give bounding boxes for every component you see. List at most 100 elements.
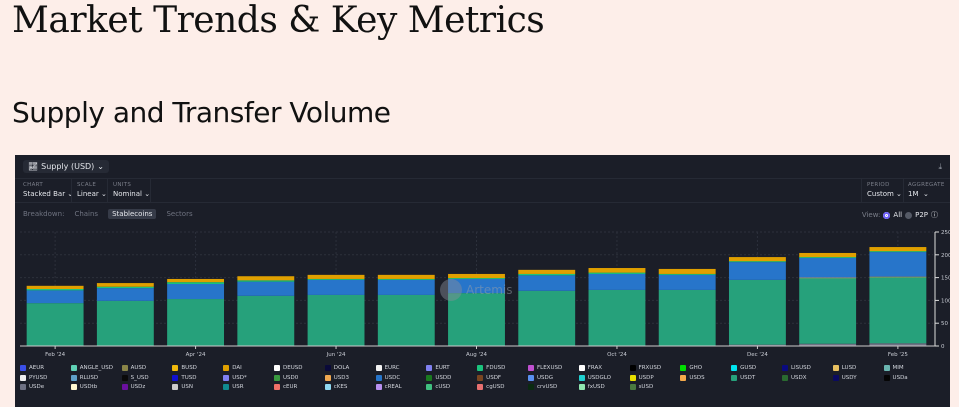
legend-swatch bbox=[477, 365, 484, 371]
legend-item[interactable]: BUSD bbox=[172, 364, 223, 372]
legend-label: USDF bbox=[486, 374, 502, 381]
radio-p2p[interactable] bbox=[905, 211, 913, 219]
legend-swatch bbox=[832, 374, 839, 381]
aggregate-select[interactable]: AGGREGATE 1M ⌄ bbox=[908, 182, 945, 198]
y-tick-label: 200 bbox=[941, 253, 950, 259]
bar-segment-fdusd bbox=[448, 278, 505, 279]
legend-item[interactable]: FRXUSD bbox=[629, 364, 681, 372]
legend-item[interactable]: PYUSD bbox=[20, 374, 71, 382]
legend-item[interactable]: USDC bbox=[375, 374, 427, 382]
legend-item[interactable]: DEUSD bbox=[273, 364, 325, 372]
legend-item[interactable]: USDz bbox=[121, 383, 173, 391]
legend-swatch bbox=[223, 365, 230, 371]
legend-label: USR bbox=[232, 384, 244, 390]
legend-item[interactable]: USDD bbox=[426, 374, 477, 382]
units-select[interactable]: UNITS Nominal ⌄ bbox=[113, 182, 151, 198]
legend-item[interactable]: USDG bbox=[527, 374, 579, 382]
legend-item[interactable]: cREAL bbox=[375, 383, 427, 391]
legend-label: USDC bbox=[384, 374, 401, 381]
legend-item[interactable]: LISUSD bbox=[781, 364, 833, 372]
breakdown-tabs: Breakdown: Chains Stablecoins Sectors bbox=[23, 209, 197, 219]
legend-item[interactable]: sUSD bbox=[629, 383, 681, 391]
tab-sectors[interactable]: Sectors bbox=[166, 210, 193, 218]
legend-item[interactable]: USD0 bbox=[273, 374, 325, 382]
legend-item[interactable]: USDY bbox=[832, 374, 884, 382]
legend-item[interactable]: FLEXUSD bbox=[527, 364, 579, 372]
legend-item[interactable]: AEUR bbox=[20, 364, 71, 372]
chevron-down-icon: ⌄ bbox=[97, 162, 104, 171]
bar-segment-dai bbox=[799, 252, 857, 258]
legend-swatch bbox=[20, 384, 26, 390]
legend-item[interactable]: USD* bbox=[223, 374, 274, 382]
bar-segment-usdc bbox=[307, 279, 365, 295]
legend-item[interactable]: USDa bbox=[883, 374, 935, 382]
legend-label: FRXUSD bbox=[638, 365, 662, 371]
legend-item[interactable]: cKES bbox=[324, 383, 376, 391]
chart-type-select[interactable]: CHART Stacked Bar ⌄ bbox=[23, 182, 74, 198]
legend-item[interactable]: USN bbox=[172, 383, 223, 391]
section-title: Supply and Transfer Volume bbox=[12, 96, 391, 129]
period-select[interactable]: PERIOD Custom ⌄ bbox=[867, 182, 902, 198]
units-label: UNITS bbox=[113, 182, 132, 188]
legend-item[interactable]: USDGLO bbox=[578, 374, 630, 382]
legend-item[interactable]: MIM bbox=[883, 364, 935, 372]
bar-segment-usdt bbox=[799, 278, 857, 344]
legend-swatch bbox=[223, 384, 230, 390]
legend-item[interactable]: USR bbox=[223, 383, 274, 391]
legend-item[interactable]: ANGLE_USD bbox=[70, 364, 122, 372]
tab-chains[interactable]: Chains bbox=[74, 210, 99, 218]
legend-item[interactable]: USDP bbox=[629, 374, 681, 382]
legend-item[interactable]: TUSD bbox=[172, 374, 223, 382]
legend-item[interactable]: USDe bbox=[20, 383, 71, 391]
bar-segment-usdc bbox=[799, 257, 857, 278]
legend-swatch bbox=[273, 374, 280, 381]
legend-item[interactable]: AUSD bbox=[121, 364, 173, 372]
bar-segment-dai bbox=[377, 274, 435, 279]
legend-item[interactable]: USDF bbox=[477, 374, 528, 382]
legend-label: USDe bbox=[29, 384, 45, 390]
legend-swatch bbox=[426, 384, 433, 390]
bar-segment-dai bbox=[96, 283, 154, 287]
metric-dropdown[interactable]: 📈︎ Supply (USD) ⌄ bbox=[23, 160, 109, 173]
legend-item[interactable]: LUSD bbox=[832, 364, 884, 372]
bar-segment-usdt bbox=[658, 289, 716, 346]
legend-item[interactable]: GUSD bbox=[731, 364, 782, 372]
legend-item[interactable]: USD3 bbox=[324, 374, 376, 382]
scale-select[interactable]: SCALE Linear ⌄ bbox=[77, 182, 107, 198]
legend-item[interactable]: FRAX bbox=[578, 364, 630, 372]
x-tick-label: Feb '25 bbox=[888, 352, 908, 358]
legend-swatch bbox=[20, 374, 26, 381]
tab-stablecoins[interactable]: Stablecoins bbox=[108, 209, 157, 219]
legend-item[interactable]: USDS bbox=[680, 374, 731, 382]
legend-swatch bbox=[629, 374, 636, 381]
legend-item[interactable]: fxUSD bbox=[578, 383, 630, 391]
legend-item[interactable]: S_USD bbox=[121, 374, 173, 382]
legend-item[interactable]: crvUSD bbox=[527, 383, 579, 391]
legend-item[interactable]: cgUSD bbox=[477, 383, 528, 391]
page-title: Market Trends & Key Metrics bbox=[12, 0, 545, 41]
legend-swatch bbox=[832, 365, 839, 371]
legend-item[interactable]: RLUSD bbox=[70, 374, 122, 382]
radio-all[interactable] bbox=[883, 211, 891, 219]
bar-segment-dai bbox=[588, 268, 646, 273]
legend-item[interactable]: DOLA bbox=[324, 364, 376, 372]
download-icon[interactable]: ⤓ bbox=[938, 162, 942, 171]
legend-swatch bbox=[629, 384, 636, 390]
legend-item[interactable]: DAI bbox=[223, 364, 274, 372]
legend-item[interactable]: USDX bbox=[781, 374, 833, 382]
legend-item[interactable]: GHO bbox=[680, 364, 731, 372]
legend-item[interactable]: EURC bbox=[375, 364, 427, 372]
bar-segment-usdc bbox=[167, 283, 225, 300]
legend-item[interactable]: USDT bbox=[731, 374, 782, 382]
legend-item[interactable]: EURT bbox=[426, 364, 477, 372]
legend-item[interactable]: FDUSD bbox=[477, 364, 528, 372]
legend-item[interactable]: cUSD bbox=[426, 383, 477, 391]
legend-item[interactable]: USDtb bbox=[70, 383, 122, 391]
legend-label: USD* bbox=[232, 374, 247, 381]
legend-label: USDT bbox=[740, 374, 756, 381]
legend-label: S_USD bbox=[130, 374, 149, 381]
info-icon[interactable]: ⓘ bbox=[931, 211, 938, 219]
legend-label: DAI bbox=[232, 365, 242, 371]
legend-item[interactable]: cEUR bbox=[273, 383, 325, 391]
bar-segment-dai bbox=[26, 285, 84, 289]
